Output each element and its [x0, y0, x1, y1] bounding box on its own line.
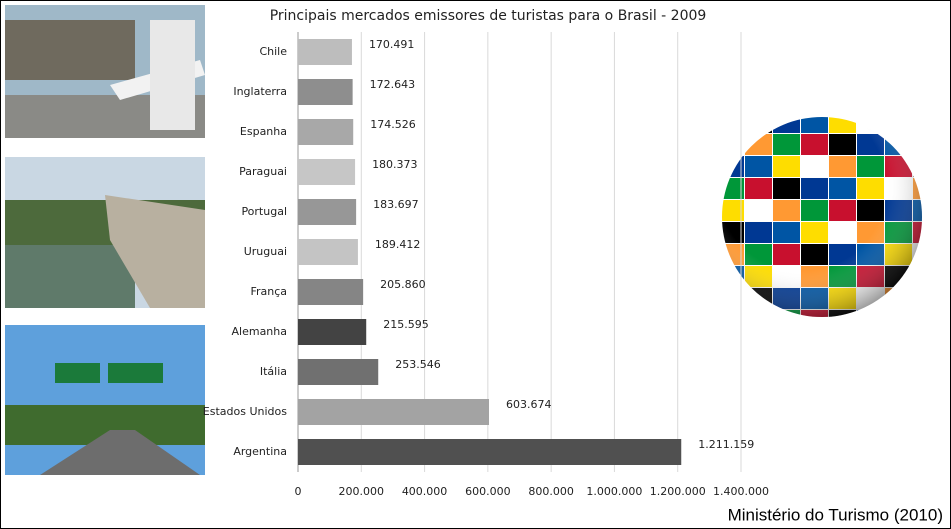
x-tick-label: 600.000: [465, 485, 511, 498]
y-tick-label: Uruguai: [244, 245, 287, 258]
x-tick-label: 1.200.000: [650, 485, 706, 498]
x-tick-label: 200.000: [339, 485, 385, 498]
value-label: 174.526: [370, 118, 416, 131]
y-tick-label: Chile: [259, 45, 287, 58]
x-tick-label: 800.000: [528, 485, 574, 498]
value-label: 180.373: [372, 158, 418, 171]
source: Ministério do Turismo (2010): [728, 505, 943, 524]
photo-airport: [5, 5, 205, 138]
bar: [298, 359, 379, 385]
value-label: 603.674: [506, 398, 552, 411]
y-tick-label: Espanha: [240, 125, 287, 138]
value-label: 183.697: [373, 198, 419, 211]
value-label: 215.595: [383, 318, 429, 331]
value-label: 253.546: [395, 358, 441, 371]
y-tick-label: Argentina: [233, 445, 287, 458]
bar: [298, 439, 682, 465]
x-tick-label: 1.000.000: [586, 485, 642, 498]
value-label: 205.860: [380, 278, 426, 291]
bar: [298, 319, 367, 345]
bar-chart: 0 200.000 400.000 600.000 800.000 1.000.000 1.…: [203, 32, 769, 498]
photo-road: [5, 325, 205, 475]
bar: [298, 279, 364, 305]
value-label: 172.643: [370, 78, 416, 91]
y-tick-label: Itália: [260, 365, 287, 378]
value-label: 170.491: [369, 38, 415, 51]
value-label: 1.211.159: [698, 438, 754, 451]
y-tick-label: Portugal: [241, 205, 287, 218]
chart-title: Principais mercados emissores de turista…: [270, 8, 707, 24]
bar: [298, 399, 490, 425]
bar: [298, 39, 352, 65]
photo-bridge: [5, 157, 205, 308]
y-tick-label: Alemanha: [232, 325, 288, 338]
y-tick-label: Estados Unidos: [203, 405, 287, 418]
bar: [298, 199, 357, 225]
bar: [298, 159, 356, 185]
y-tick-label: Paraguai: [239, 165, 287, 178]
bar: [298, 79, 353, 105]
value-label: 189.412: [375, 238, 421, 251]
bar: [298, 239, 358, 265]
y-tick-label: França: [250, 285, 287, 298]
x-tick-label: 400.000: [402, 485, 448, 498]
x-tick-label: 1.400.000: [713, 485, 769, 498]
x-tick-label: 0: [295, 485, 302, 498]
y-tick-label: Inglaterra: [233, 85, 287, 98]
bar: [298, 119, 354, 145]
